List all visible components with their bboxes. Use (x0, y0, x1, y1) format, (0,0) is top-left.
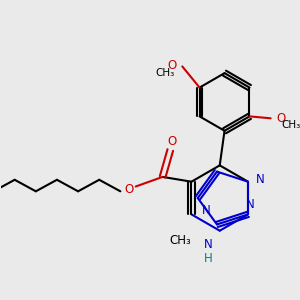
Text: O: O (124, 183, 134, 196)
Text: N: N (204, 238, 213, 251)
Text: CH₃: CH₃ (155, 68, 175, 78)
Text: CH₃: CH₃ (281, 120, 300, 130)
Text: N: N (246, 197, 254, 211)
Text: O: O (168, 135, 177, 148)
Text: N: N (256, 173, 265, 186)
Text: O: O (276, 112, 286, 125)
Text: H: H (204, 252, 213, 265)
Text: CH₃: CH₃ (169, 234, 191, 247)
Text: O: O (167, 59, 176, 72)
Text: N: N (202, 204, 210, 217)
